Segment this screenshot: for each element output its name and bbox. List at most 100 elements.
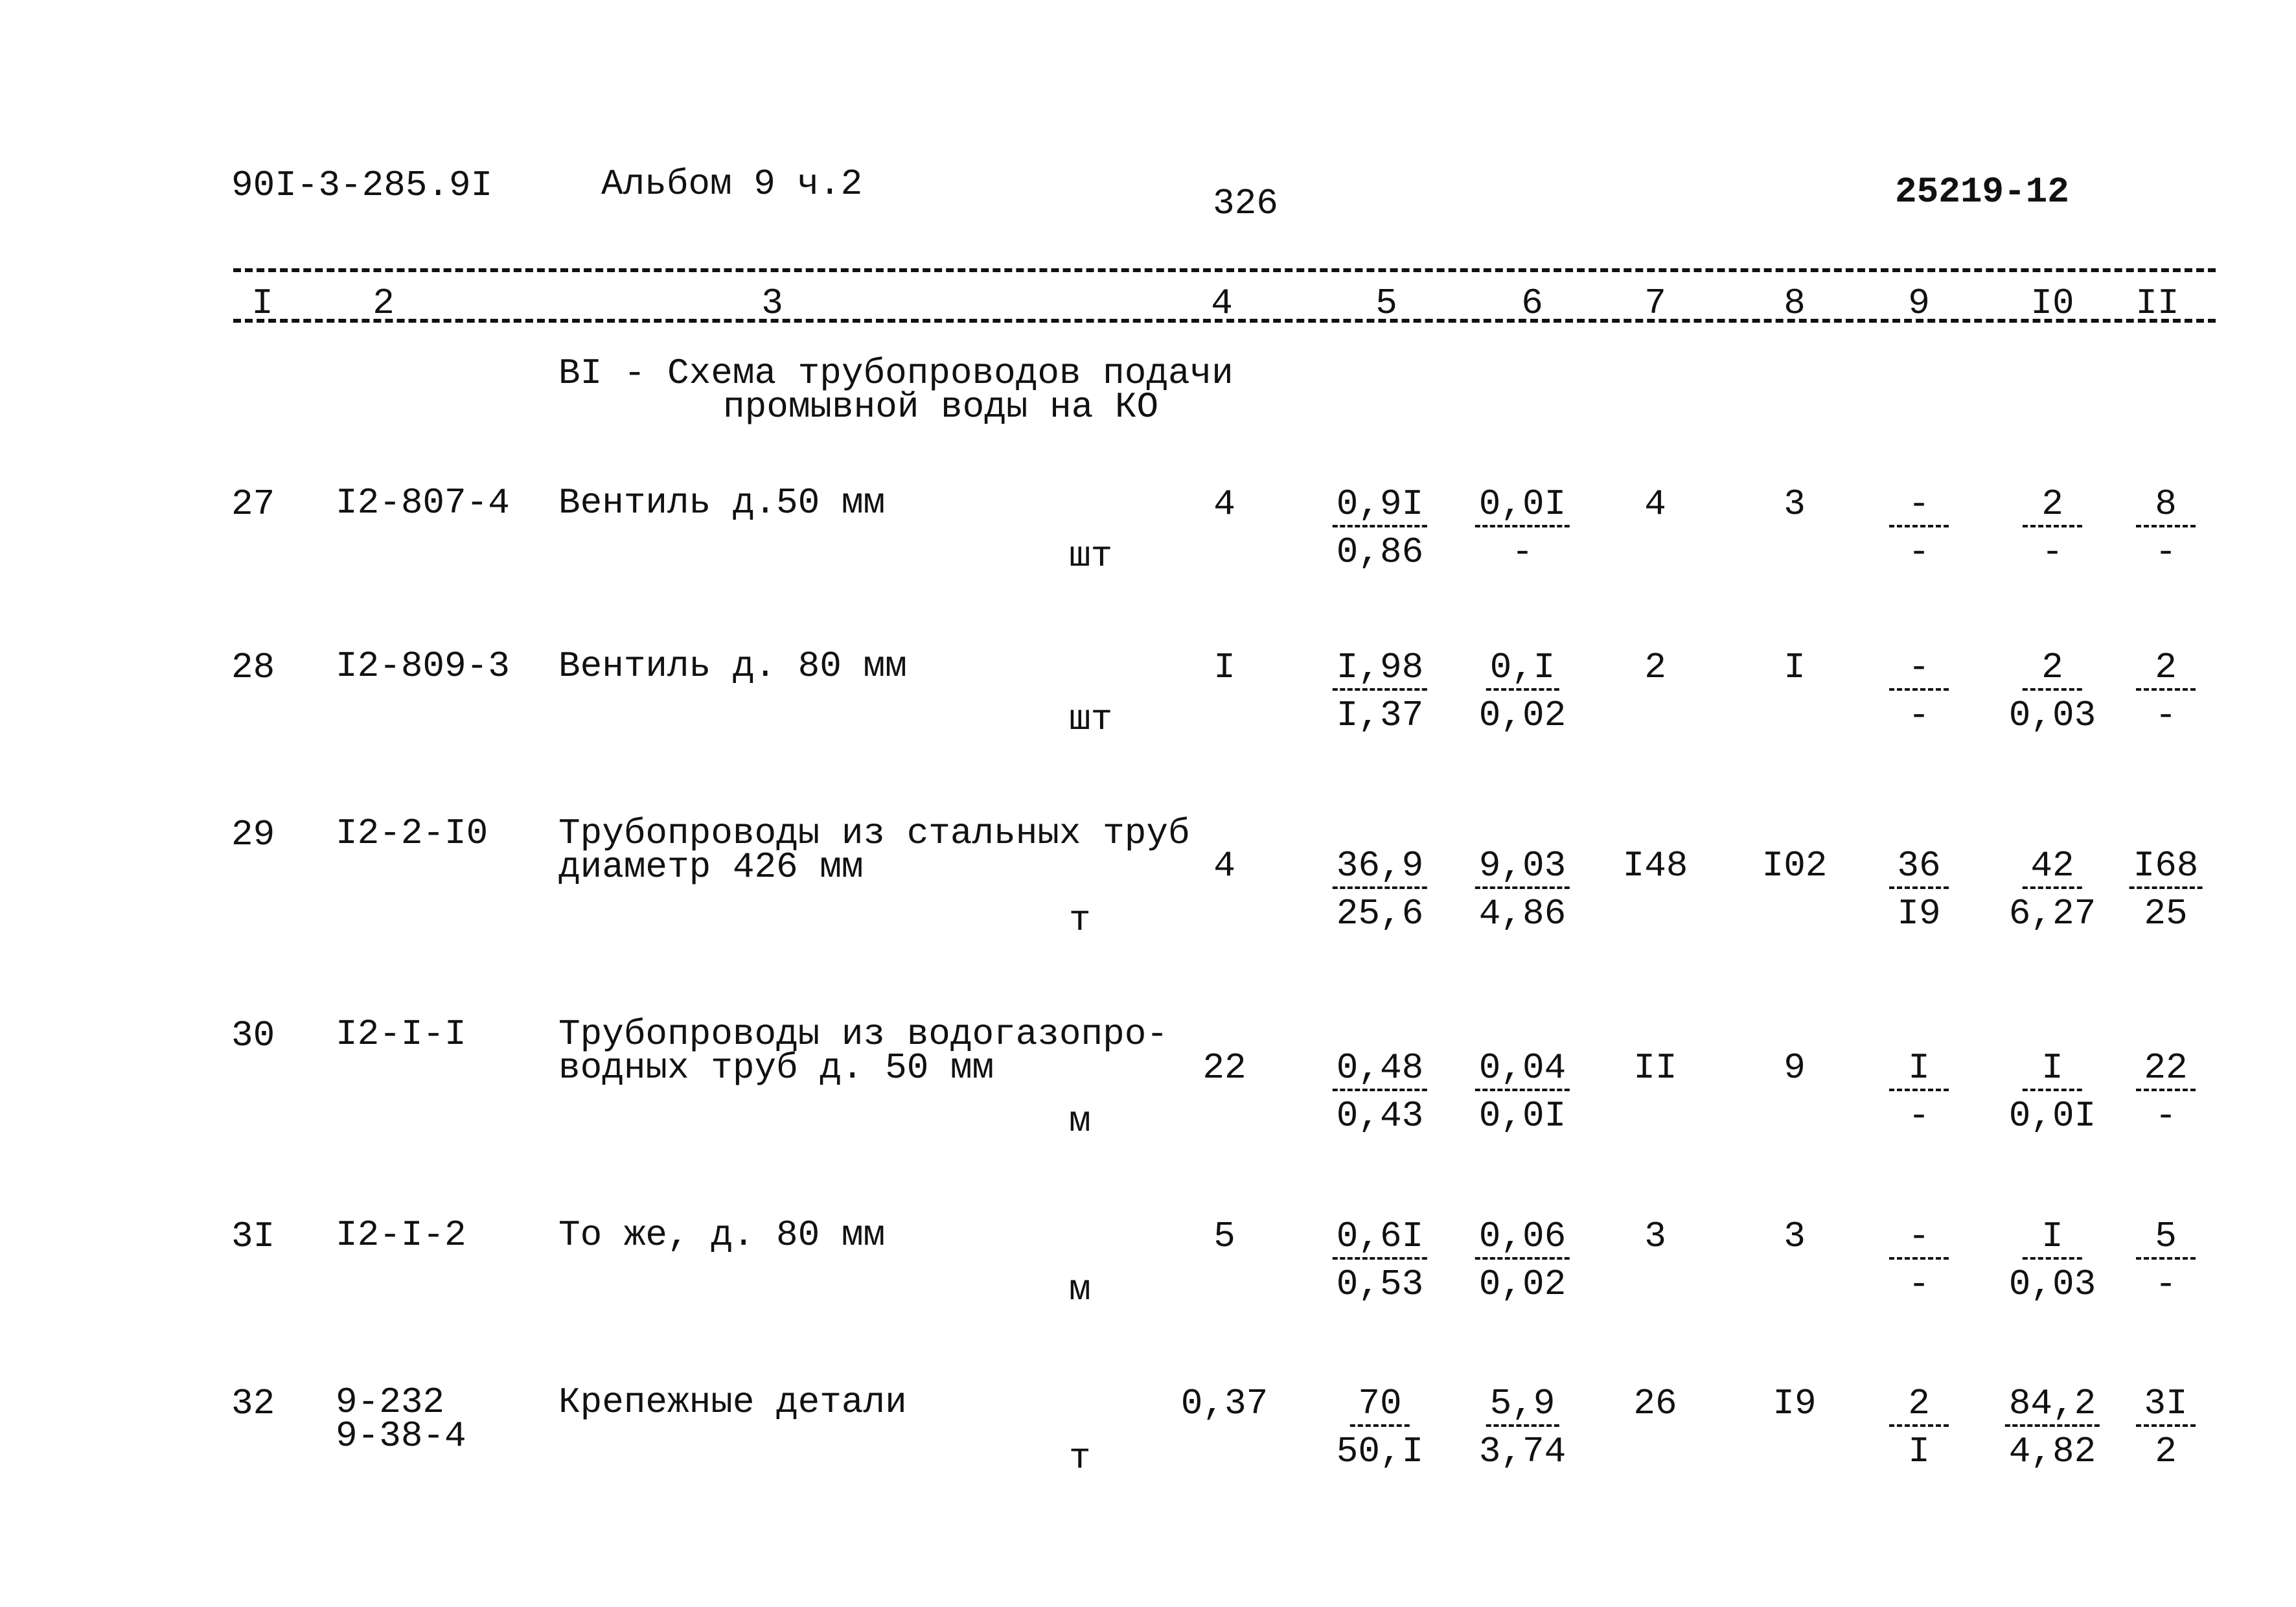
numerator: I [2022, 1218, 2082, 1260]
numerator: 5 [2136, 1218, 2196, 1260]
price-code: I2-807-4 [336, 482, 510, 524]
document-code: 90I-3-285.9I [231, 165, 493, 206]
denominator: - [2155, 695, 2177, 736]
fraction-c11: I68 25 [2129, 848, 2203, 934]
denominator: 0,02 [1478, 1264, 1567, 1305]
fraction-c10: 2- [2023, 486, 2082, 570]
denominator: - [1908, 695, 1930, 736]
section-title-line-1: BI - Схема трубопроводов подачи [558, 353, 1234, 394]
page-number: 326 [1213, 183, 1278, 224]
fraction-c9: 36 I9 [1889, 848, 1949, 932]
denominator: - [2155, 1264, 2177, 1305]
price-code: 9-232 [336, 1382, 445, 1423]
quantity: 0,37 [1180, 1383, 1269, 1424]
fraction-c5: 0,6I 0,53 [1332, 1218, 1428, 1302]
fraction-c6: 0,0I - [1475, 486, 1570, 570]
quantity: I [1213, 647, 1235, 688]
item-description: Трубопроводы из стальных труб [558, 813, 1190, 854]
fraction-c5: I,98 I,37 [1332, 649, 1428, 734]
column-header-10: I0 [2030, 283, 2074, 324]
row-number: 3I [231, 1216, 275, 1257]
denominator: 0,03 [2008, 695, 2096, 736]
row-number: 32 [231, 1383, 275, 1424]
item-description: Вентиль д. 80 мм [558, 645, 907, 687]
numerator: I [2022, 1050, 2082, 1091]
numerator: 3I [2136, 1385, 2196, 1427]
col-7-value: 4 [1644, 483, 1666, 525]
denominator: - [1908, 531, 1930, 573]
denominator: I9 [1897, 893, 1941, 934]
unit: шт [1069, 699, 1113, 740]
col-8-value: I [1784, 647, 1806, 688]
col-8-value: I02 [1762, 845, 1828, 886]
fraction-c10: 2 0,03 [2009, 649, 2096, 734]
col-7-value: 26 [1633, 1383, 1677, 1424]
row-number: 29 [231, 814, 275, 855]
numerator: 0,I [1486, 649, 1559, 691]
numerator: 0,0I [1475, 486, 1570, 527]
numerator: 2 [2136, 649, 2196, 691]
column-header-6: 6 [1521, 283, 1543, 324]
fraction-c5: 0,9I 0,86 [1332, 486, 1428, 570]
numerator: 2 [2023, 486, 2082, 527]
unit: шт [1069, 535, 1113, 577]
denominator: 0,0I [2008, 1095, 2096, 1137]
denominator: - [2041, 531, 2063, 573]
item-description: Крепежные детали [558, 1382, 907, 1423]
fraction-c11: 3I 2 [2136, 1385, 2196, 1470]
numerator: 2 [2022, 649, 2082, 691]
col-7-value: 2 [1644, 647, 1666, 688]
item-description: Трубопроводы из водогазопро- [558, 1013, 1168, 1055]
numerator: 5,9 [1486, 1385, 1559, 1427]
denominator: 0,0I [1478, 1095, 1567, 1137]
col-8-value: 9 [1784, 1047, 1806, 1089]
numerator: 0,06 [1475, 1218, 1570, 1260]
numerator: 8 [2136, 486, 2196, 527]
row-number: 28 [231, 647, 275, 688]
fraction-c10: 84,2 4,82 [2004, 1385, 2100, 1470]
fraction-c9: -- [1889, 1218, 1949, 1302]
numerator: I,98 [1332, 649, 1428, 691]
denominator: 6,27 [2008, 893, 2096, 934]
numerator: 36 [1889, 848, 1949, 889]
column-header-3: 3 [761, 283, 783, 324]
fraction-c6: 0,I 0,02 [1479, 649, 1566, 734]
album-label: Альбом 9 ч.2 [601, 163, 863, 205]
column-header-7: 7 [1644, 283, 1666, 324]
fraction-c6: 0,06 0,02 [1475, 1218, 1570, 1302]
unit: т [1069, 899, 1091, 941]
sheet-code: 25219-12 [1895, 171, 2069, 213]
fraction-c9: -- [1889, 649, 1949, 734]
unit: т [1069, 1437, 1091, 1479]
quantity: 22 [1202, 1047, 1246, 1089]
numerator: I [1889, 1050, 1949, 1091]
denominator: 25 [2144, 893, 2188, 934]
fraction-c10: I 0,0I [2009, 1050, 2096, 1134]
unit: м [1069, 1100, 1091, 1142]
col-7-value: 3 [1644, 1216, 1666, 1257]
header-rule-bottom [233, 319, 2216, 323]
col-7-value: I48 [1622, 845, 1688, 886]
fraction-c5: 0,48 0,43 [1332, 1050, 1428, 1137]
column-header-9: 9 [1908, 283, 1930, 324]
section-title-line-2: промывной воды на КО [723, 386, 1159, 428]
quantity: 4 [1213, 483, 1235, 525]
fraction-c11: 2- [2136, 649, 2196, 734]
numerator: 0,9I [1332, 486, 1428, 527]
numerator: 9,03 [1475, 848, 1570, 889]
denominator: 4,86 [1478, 893, 1567, 934]
price-code: I2-I-2 [336, 1214, 466, 1256]
denominator: 0,43 [1336, 1095, 1424, 1137]
denominator: - [2155, 531, 2177, 573]
fraction-c6: 9,03 4,86 [1475, 848, 1570, 932]
numerator: 2 [1889, 1385, 1949, 1427]
denominator: - [1908, 1095, 1930, 1137]
fraction-c11: 5- [2136, 1218, 2196, 1302]
fraction-c9: -- [1889, 486, 1949, 570]
item-description: То же, д. 80 мм [558, 1214, 886, 1256]
price-code: I2-2-I0 [336, 813, 488, 854]
column-header-11: II [2135, 283, 2179, 324]
fraction-c10: I 0,03 [2009, 1218, 2096, 1302]
denominator: 2 [2155, 1431, 2177, 1472]
row-number: 27 [231, 483, 275, 525]
